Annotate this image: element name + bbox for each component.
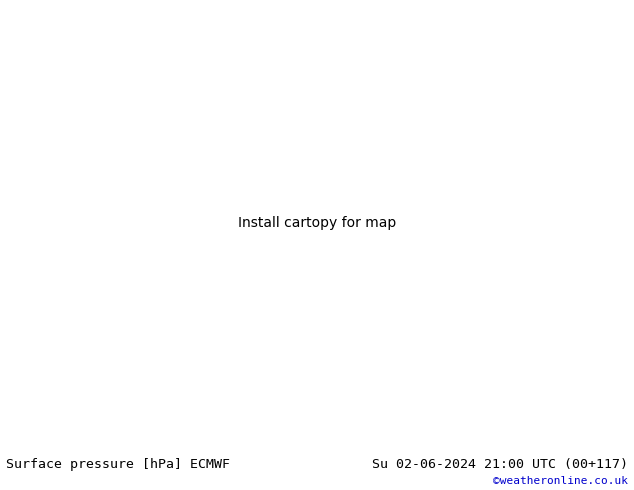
Text: Su 02-06-2024 21:00 UTC (00+117): Su 02-06-2024 21:00 UTC (00+117) [372,458,628,471]
Text: Install cartopy for map: Install cartopy for map [238,216,396,230]
Text: ©weatheronline.co.uk: ©weatheronline.co.uk [493,476,628,487]
Text: Surface pressure [hPa] ECMWF: Surface pressure [hPa] ECMWF [6,458,230,471]
